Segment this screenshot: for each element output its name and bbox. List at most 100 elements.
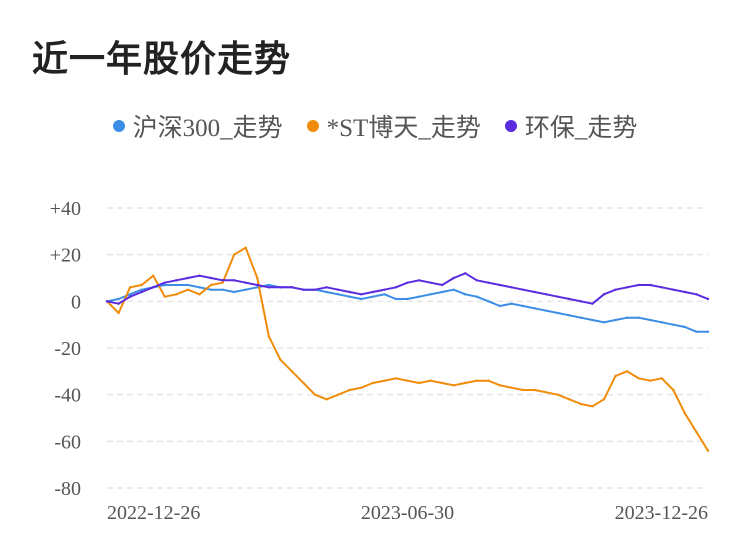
series-0-point-14 [267,283,271,287]
series-0-point-1 [117,297,120,301]
series-2-point-21 [348,290,351,294]
legend-swatch-env [504,120,517,132]
series-2-point-4 [152,286,155,289]
series-1-point-17 [302,381,305,385]
series-1-point-32 [475,379,479,382]
series-0-point-10 [221,288,224,291]
series-1-point-30 [452,384,455,387]
series-0-point-40 [568,314,571,317]
series-2-point-9 [209,276,213,280]
series-1-point-7 [186,288,190,291]
series-1-point-40 [568,398,571,401]
series-1-point-38 [544,391,548,394]
series-1-point-39 [556,393,559,396]
series-0-point-6 [175,283,178,287]
y-tick-label-6: -80 [54,478,81,500]
series-1-point-18 [313,393,317,396]
chart-title: 近一年股价走势 [32,39,292,80]
series-1-point-14 [267,335,271,338]
series-0-point-9 [209,288,213,291]
series-0-point-25 [394,297,398,301]
series-2-point-22 [360,293,363,296]
series-2-point-46 [637,283,640,287]
series-0-point-8 [198,286,201,289]
legend-swatch-st [306,120,319,132]
series-1-point-15 [279,358,282,361]
series-2-point-35 [510,286,513,289]
series-1-point-16 [290,370,294,373]
series-1-point-13 [256,276,259,280]
series-0-point-49 [672,323,675,326]
series-0-point-48 [660,321,663,324]
series-2-point-12 [244,281,247,284]
series-0-point-32 [475,295,479,298]
series-0-point-43 [602,321,606,324]
series-1-point-8 [198,293,201,296]
series-0-point-28 [429,293,432,296]
legend-item-env[interactable]: 环保_走势 [504,108,638,144]
legend: 沪深300_走势 *ST博天_走势 环保_走势 [0,108,750,144]
series-0-point-12 [244,288,247,291]
series-0-point-41 [579,316,583,319]
series-2-point-41 [579,300,583,303]
series-0-point-37 [533,307,536,310]
series-1-point-6 [175,293,178,296]
series-1-point-5 [163,295,166,298]
series-1-point-25 [394,377,398,380]
series-2-point-49 [672,288,675,291]
series-0-point-39 [556,311,559,315]
series-1-point-44 [614,374,617,378]
series-1-point-49 [672,388,675,392]
series-1-point-35 [510,386,513,389]
series-0-point-47 [649,318,652,322]
legend-label-env: 环保_走势 [524,115,638,142]
series-2-point-27 [417,279,421,282]
series-1-point-43 [602,398,606,401]
series-2-point-28 [429,281,432,284]
series-2-point-39 [556,295,559,298]
legend-item-st[interactable]: *ST博天_走势 [306,108,481,144]
series-2-point-45 [625,286,629,289]
series-1-point-22 [360,386,363,389]
legend-label-hs300: 沪深300_走势 [132,115,283,142]
series-2-point-3 [140,290,143,294]
series-0-point-3 [140,288,143,291]
series-0-point-13 [256,286,259,289]
series-1-point-21 [348,388,351,392]
series-2-point-18 [313,288,317,291]
series-1-point-20 [336,393,340,396]
legend-swatch-hs300 [112,120,125,132]
series-0-point-42 [591,318,594,322]
series-2-point-51 [695,293,698,296]
series-0-point-30 [452,288,455,291]
series-0-point-50 [683,325,687,329]
series-1-point-52 [706,449,710,452]
x-tick-label-1: 2023-06-30 [361,502,454,524]
series-1-point-33 [487,379,490,382]
series-2-point-31 [464,272,467,275]
series-2-point-7 [186,276,190,280]
series-2-point-50 [683,290,687,294]
series-2-point-32 [475,279,479,282]
series-2-point-37 [533,290,536,294]
series-0-point-23 [371,295,375,298]
series-2-point-6 [175,279,178,282]
series-0-point-27 [417,295,421,298]
series-1-point-4 [152,274,155,277]
x-tick-label-2: 2023-12-26 [615,502,708,524]
series-0-point-22 [360,297,363,301]
x-tick-label-0: 2022-12-26 [107,502,200,524]
series-2-point-47 [649,283,652,287]
series-0-point-31 [464,293,467,296]
series-1-point-24 [383,379,386,382]
series-1-point-48 [660,377,663,380]
series-1-point-46 [637,377,640,380]
series-1-point-26 [406,379,409,382]
series-1-point-29 [440,381,444,385]
series-2-point-40 [568,297,571,301]
legend-item-hs300[interactable]: 沪深300_走势 [112,108,283,144]
series-1-point-12 [244,246,247,249]
series-2-point-25 [394,286,398,289]
series-1-point-10 [221,281,224,284]
